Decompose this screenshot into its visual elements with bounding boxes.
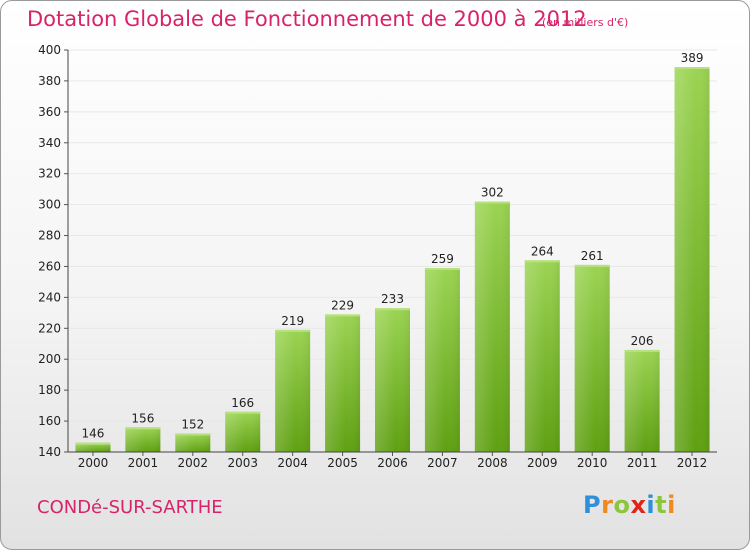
bar-shade: [674, 67, 710, 452]
y-tick-label: 280: [38, 229, 61, 243]
data-label: 156: [131, 411, 154, 425]
data-label: 264: [531, 244, 554, 258]
x-tick-label: 2005: [327, 456, 358, 470]
y-tick-label: 160: [38, 414, 61, 428]
y-tick-label: 320: [38, 167, 61, 181]
logo-letter: P: [583, 491, 602, 519]
data-label: 152: [181, 417, 204, 431]
bar-top-highlight: [375, 308, 410, 311]
bar-top-highlight: [75, 442, 111, 445]
y-tick-label: 200: [38, 352, 61, 366]
x-tick-label: 2008: [477, 456, 508, 470]
logo-letter: x: [630, 491, 647, 519]
bar-top-highlight: [175, 433, 211, 436]
y-tick-label: 240: [38, 290, 61, 304]
data-label: 233: [381, 292, 404, 306]
chart-unit-note: (en milliers d'€): [542, 16, 629, 29]
bar-shade: [574, 264, 610, 452]
bar-shade: [325, 314, 361, 452]
data-label: 259: [431, 252, 454, 266]
bar-top-highlight: [524, 260, 560, 263]
x-tick-label: 2010: [577, 456, 608, 470]
logo-letter: i: [667, 491, 676, 519]
chart-title: Dotation Globale de Fonctionnement de 20…: [27, 7, 587, 31]
labels: 140 160 180 200 220 240 260 280 300 320 340 360 380 4…: [38, 43, 707, 470]
logo-letter: o: [613, 491, 631, 519]
data-label: 389: [681, 51, 704, 65]
x-tick-label: 2007: [427, 456, 458, 470]
x-tick-label: 2004: [277, 456, 308, 470]
data-label: 219: [281, 314, 304, 328]
bar-shade: [75, 442, 111, 452]
x-tick-label: 2000: [78, 456, 109, 470]
bar-top-highlight: [574, 264, 610, 267]
y-tick-label: 400: [38, 43, 61, 57]
bar-shade: [175, 433, 211, 452]
bar-shade: [424, 268, 460, 452]
bar-top-highlight: [225, 411, 261, 414]
data-label: 302: [481, 186, 504, 200]
y-tick-label: 220: [38, 321, 61, 335]
y-tick-label: 300: [38, 198, 61, 212]
logo-letter: t: [655, 491, 668, 519]
bar-top-highlight: [624, 349, 660, 352]
x-tick-label: 2001: [128, 456, 159, 470]
y-tick-label: 260: [38, 259, 61, 273]
bar-shade: [524, 260, 560, 452]
x-tick-label: 2002: [178, 456, 209, 470]
commune-name: CONDé-SUR-SARTHE: [37, 497, 223, 518]
bar-shade: [225, 411, 261, 452]
y-tick-label: 140: [38, 445, 61, 459]
x-tick-label: 2009: [527, 456, 558, 470]
axes: [64, 49, 717, 456]
bar-shade: [275, 329, 311, 452]
y-tick-label: 340: [38, 136, 61, 150]
x-tick-label: 2011: [627, 456, 658, 470]
bar-top-highlight: [424, 268, 460, 271]
proxiti-logo: Proxiti: [583, 491, 676, 519]
bar-shade: [474, 201, 510, 452]
logo-letter: i: [646, 491, 656, 519]
bar-top-highlight: [674, 67, 710, 70]
data-label: 166: [231, 396, 254, 410]
bars: [75, 67, 710, 452]
data-label: 146: [82, 427, 105, 441]
y-tick-label: 380: [38, 74, 61, 88]
x-tick-label: 2006: [377, 456, 408, 470]
bar-shade: [125, 427, 161, 452]
x-tick-label: 2003: [227, 456, 258, 470]
bar-top-highlight: [325, 314, 361, 317]
data-label: 261: [581, 249, 604, 263]
bar-shade: [624, 349, 660, 452]
bar-top-highlight: [474, 201, 510, 204]
logo-letter: r: [601, 491, 614, 519]
bar-top-highlight: [275, 329, 311, 332]
y-tick-label: 180: [38, 383, 61, 397]
bar-shade: [375, 308, 410, 452]
bar-top-highlight: [125, 427, 161, 430]
data-label: 229: [331, 298, 354, 312]
x-tick-label: 2012: [677, 456, 708, 470]
data-label: 206: [631, 334, 654, 348]
y-tick-label: 360: [38, 105, 61, 119]
